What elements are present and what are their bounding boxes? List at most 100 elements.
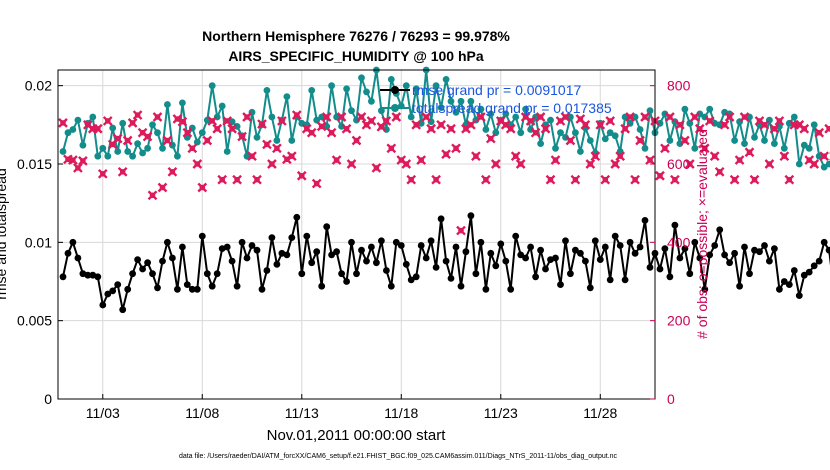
data-point-0: [412, 273, 420, 281]
obs-marker: [714, 166, 725, 177]
data-point-0: [805, 268, 813, 276]
data-point-0: [572, 246, 579, 254]
obs-marker-dot: [249, 153, 255, 159]
obs-marker-dot: [517, 161, 524, 167]
obs-marker: [142, 131, 153, 142]
data-point-1: [387, 76, 395, 83]
data-point-1: [223, 148, 231, 155]
data-point-0: [273, 260, 281, 268]
obs-marker: [386, 143, 397, 154]
data-point-1: [64, 129, 72, 137]
data-point-0: [507, 285, 515, 293]
obs-marker: [769, 123, 780, 134]
data-point-0: [567, 270, 574, 278]
obs-marker: [58, 118, 68, 128]
data-point-1: [79, 141, 87, 149]
data-point-1: [119, 119, 127, 127]
data-point-0: [497, 240, 505, 248]
obs-marker: [819, 151, 829, 162]
data-point-0: [790, 267, 798, 274]
obs-marker-dot: [478, 114, 484, 120]
data-point-1: [487, 110, 495, 118]
obs-marker-dot: [552, 157, 559, 163]
x-axis-label: Nov.01,2011 00:00:00 start: [267, 427, 447, 444]
data-point-0: [164, 238, 171, 246]
y-right-tick-label: 200: [667, 313, 691, 329]
obs-marker-dot: [702, 145, 708, 152]
obs-marker: [446, 123, 456, 134]
data-point-0: [198, 232, 206, 240]
obs-marker: [505, 123, 516, 134]
obs-marker: [640, 112, 650, 122]
data-point-0: [169, 254, 176, 262]
legend-label-rmse: rmse grand pr = 0.0091017: [412, 82, 581, 98]
obs-marker-dot: [731, 176, 738, 183]
data-point-1: [104, 152, 112, 160]
obs-marker: [122, 135, 133, 146]
data-point-1: [179, 99, 186, 107]
y-left-tick-label: 0: [44, 391, 52, 407]
data-point-1: [547, 116, 554, 124]
obs-marker-dot: [423, 114, 430, 120]
obs-marker: [73, 163, 83, 173]
data-point-0: [188, 285, 196, 293]
obs-marker-dot: [592, 153, 599, 159]
data-point-1: [577, 148, 584, 155]
data-point-0: [656, 265, 664, 273]
data-point-1: [273, 137, 281, 144]
obs-marker: [689, 112, 700, 122]
data-point-0: [378, 237, 385, 245]
data-point-0: [716, 226, 724, 234]
data-point-0: [517, 251, 525, 259]
obs-marker-dot: [776, 118, 783, 124]
data-point-1: [114, 148, 122, 155]
data-point-1: [601, 135, 609, 143]
obs-marker-dot: [80, 158, 86, 164]
obs-marker: [525, 116, 536, 126]
obs-marker-dot: [438, 122, 444, 128]
obs-marker: [147, 190, 158, 201]
data-point-1: [502, 110, 510, 118]
data-point-0: [248, 242, 256, 249]
obs-marker-dot: [403, 161, 410, 167]
data-point-0: [383, 267, 390, 274]
obs-marker-dot: [199, 184, 206, 191]
data-point-0: [776, 285, 783, 293]
obs-marker: [694, 123, 705, 134]
obs-marker-dot: [542, 126, 549, 132]
obs-marker: [112, 133, 123, 144]
legend-marker-rmse: [391, 86, 399, 94]
obs-marker-dot: [801, 126, 808, 132]
obs-marker: [675, 119, 685, 130]
data-point-0: [815, 257, 823, 265]
data-point-1: [537, 140, 544, 148]
data-point-1: [477, 105, 485, 113]
data-point-1: [263, 87, 271, 94]
data-point-1: [447, 97, 455, 105]
data-point-0: [577, 249, 584, 257]
obs-marker: [117, 166, 128, 177]
data-point-0: [154, 284, 161, 292]
obs-marker-dot: [453, 145, 459, 152]
obs-marker-dot: [189, 145, 196, 152]
obs-marker: [645, 155, 655, 165]
obs-marker-dot: [697, 126, 703, 132]
data-point-0: [746, 270, 753, 278]
data-point-0: [298, 270, 306, 278]
data-point-1: [59, 148, 67, 155]
obs-marker-dot: [224, 118, 230, 124]
chart-title-line2: AIRS_SPECIFIC_HUMIDITY @ 100 hPa: [228, 48, 484, 64]
obs-marker: [296, 170, 307, 181]
data-point-1: [134, 140, 142, 148]
data-point-0: [363, 257, 370, 265]
data-point-0: [223, 243, 231, 251]
data-point-1: [358, 74, 365, 82]
obs-marker: [436, 119, 446, 130]
obs-marker: [610, 159, 621, 169]
obs-marker-dot: [682, 137, 688, 144]
data-point-1: [457, 97, 465, 105]
obs-marker: [719, 119, 730, 130]
data-point-0: [631, 249, 639, 257]
obs-marker-dot: [746, 149, 753, 156]
data-point-0: [686, 270, 694, 278]
